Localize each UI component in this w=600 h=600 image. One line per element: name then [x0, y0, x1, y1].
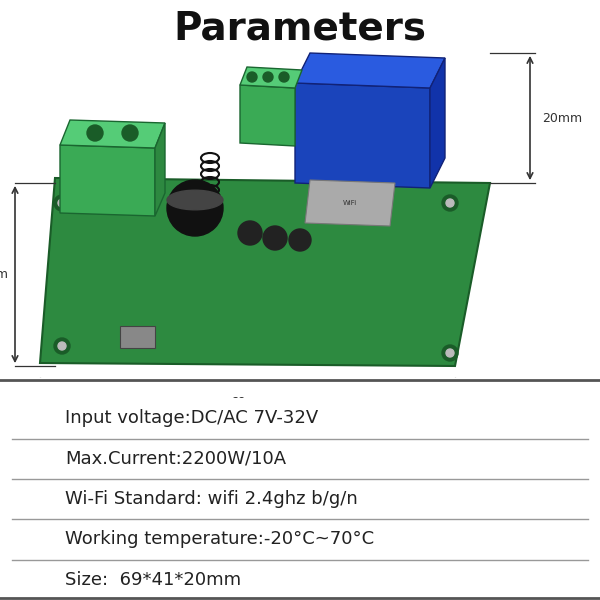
Polygon shape — [60, 145, 155, 216]
FancyBboxPatch shape — [0, 560, 600, 600]
Ellipse shape — [167, 190, 223, 210]
Circle shape — [446, 199, 454, 207]
FancyBboxPatch shape — [0, 439, 600, 479]
Circle shape — [446, 349, 454, 357]
Circle shape — [58, 342, 66, 350]
Circle shape — [122, 125, 138, 141]
Circle shape — [54, 195, 70, 211]
Polygon shape — [155, 123, 165, 216]
Circle shape — [58, 199, 66, 207]
Circle shape — [238, 221, 262, 245]
Text: Wi-Fi Standard: wifi 2.4ghz b/g/n: Wi-Fi Standard: wifi 2.4ghz b/g/n — [65, 490, 358, 508]
Text: 20mm: 20mm — [542, 112, 582, 124]
Circle shape — [167, 180, 223, 236]
Circle shape — [54, 338, 70, 354]
Circle shape — [263, 226, 287, 250]
Text: WiFi: WiFi — [343, 200, 357, 206]
Circle shape — [442, 195, 458, 211]
Polygon shape — [240, 67, 302, 88]
Text: 69mm: 69mm — [230, 396, 270, 409]
Circle shape — [279, 72, 289, 82]
Text: 41mm: 41mm — [0, 268, 8, 281]
Polygon shape — [40, 178, 490, 366]
Polygon shape — [120, 326, 155, 348]
Circle shape — [247, 72, 257, 82]
Circle shape — [442, 345, 458, 361]
Polygon shape — [305, 180, 395, 226]
FancyBboxPatch shape — [0, 519, 600, 560]
Text: Max.Current:2200W/10A: Max.Current:2200W/10A — [65, 450, 286, 468]
Text: Input voltage:DC/AC 7V-32V: Input voltage:DC/AC 7V-32V — [65, 409, 318, 427]
Circle shape — [289, 229, 311, 251]
Text: Parameters: Parameters — [173, 10, 427, 48]
Polygon shape — [430, 58, 445, 188]
Polygon shape — [240, 85, 295, 146]
Polygon shape — [295, 53, 445, 88]
FancyBboxPatch shape — [0, 479, 600, 519]
Circle shape — [263, 72, 273, 82]
Text: Size:  69*41*20mm: Size: 69*41*20mm — [65, 571, 241, 589]
Circle shape — [87, 125, 103, 141]
FancyBboxPatch shape — [0, 398, 600, 439]
Text: Working temperature:-20°C~70°C: Working temperature:-20°C~70°C — [65, 530, 374, 548]
Polygon shape — [295, 83, 430, 188]
Polygon shape — [60, 120, 165, 148]
